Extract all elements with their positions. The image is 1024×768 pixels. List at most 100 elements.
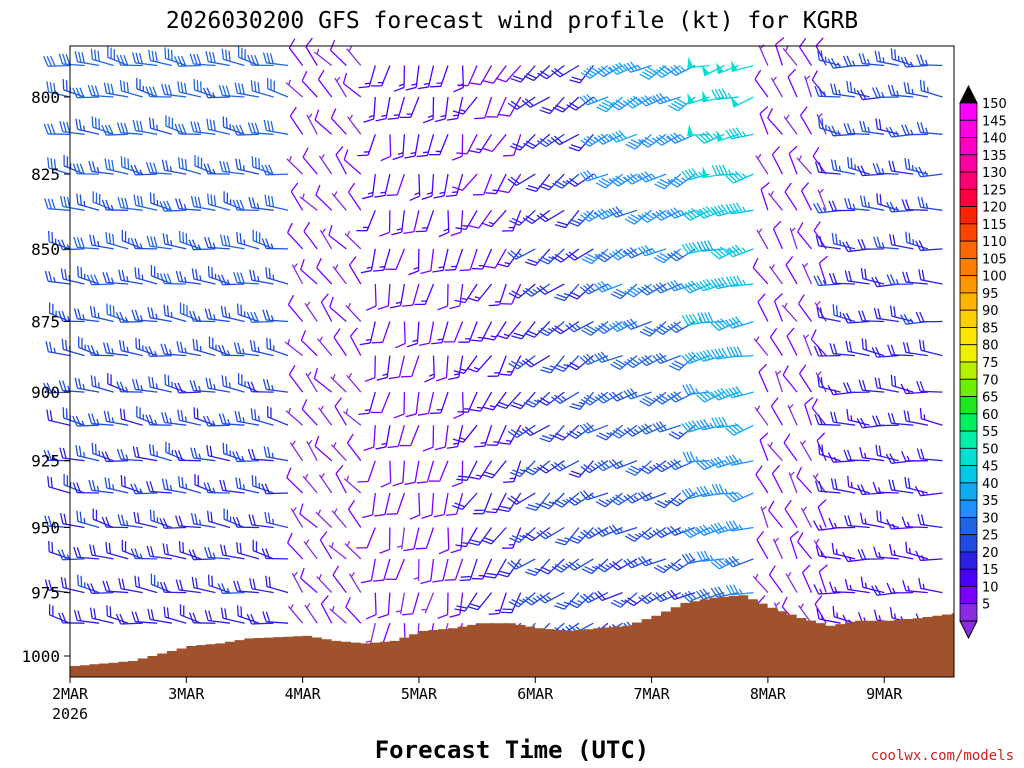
wind-barb xyxy=(287,603,304,624)
wind-barb xyxy=(148,49,172,67)
wind-barb xyxy=(232,516,260,529)
colorbar-segment xyxy=(959,223,978,242)
wind-barb xyxy=(149,509,173,529)
wind-barb xyxy=(203,163,230,175)
wind-barb xyxy=(901,124,928,136)
wind-barb xyxy=(416,460,435,484)
wind-barb xyxy=(290,182,304,211)
colorbar-segment xyxy=(959,119,978,138)
x-tick-label: 3MAR xyxy=(168,685,205,703)
wind-barb xyxy=(46,81,71,98)
wind-barb xyxy=(876,510,899,529)
wind-barb xyxy=(445,173,464,197)
wind-barb xyxy=(348,572,362,593)
wind-barb xyxy=(551,64,580,78)
wind-barb xyxy=(579,353,609,366)
wind-barb xyxy=(237,605,260,624)
wind-barb xyxy=(453,355,478,375)
wind-barb xyxy=(264,194,289,211)
colorbar-segment xyxy=(959,292,978,311)
wind-barb xyxy=(179,604,202,624)
wind-barb xyxy=(803,334,813,356)
wind-barb xyxy=(88,160,114,175)
wind-barb xyxy=(330,108,347,135)
wind-barb xyxy=(623,247,652,259)
colorbar-label: 95 xyxy=(982,287,999,302)
wind-barb xyxy=(608,62,638,76)
wind-barb xyxy=(455,527,478,548)
wind-barb xyxy=(446,425,464,449)
wind-barb xyxy=(237,46,260,67)
wind-barb xyxy=(915,240,943,252)
wind-barb xyxy=(566,424,594,439)
wind-barb xyxy=(162,543,187,560)
wind-barb xyxy=(816,608,841,624)
y-axis: 800 825 850 875 900 925 950 975 1000 xyxy=(21,88,70,666)
wind-barb xyxy=(918,339,943,357)
wind-barb xyxy=(262,309,289,323)
y-tick-label: 950 xyxy=(31,519,60,538)
wind-barb xyxy=(356,210,376,232)
wind-barb xyxy=(87,413,114,426)
y-tick-label: 925 xyxy=(31,452,60,471)
wind-barb xyxy=(375,96,391,122)
wind-barb xyxy=(313,368,333,393)
wind-barb xyxy=(484,558,507,579)
wind-barb xyxy=(332,264,347,285)
wind-barb xyxy=(485,492,507,514)
wind-barb xyxy=(175,579,201,594)
wind-barb xyxy=(343,475,362,494)
wind-barb xyxy=(106,605,129,624)
wind-barb xyxy=(596,424,623,441)
wind-barb xyxy=(178,230,202,250)
wind-barb xyxy=(594,590,623,602)
wind-barb xyxy=(414,283,435,306)
colorbar-label: 150 xyxy=(982,97,1007,112)
wind-barb xyxy=(434,96,449,123)
wind-barb xyxy=(488,283,507,307)
wind-barb xyxy=(916,448,943,462)
wind-barb xyxy=(218,413,245,426)
wind-barb xyxy=(804,396,814,426)
wind-barb xyxy=(130,238,158,250)
wind-barb xyxy=(452,424,478,443)
wind-barb xyxy=(131,378,158,393)
x-tick-label: 6MAR xyxy=(517,685,554,703)
wind-barb xyxy=(550,133,580,146)
wind-barb xyxy=(847,156,870,175)
wind-barb xyxy=(830,83,856,98)
wind-barb xyxy=(319,531,333,560)
wind-barb xyxy=(345,302,362,322)
wind-barb xyxy=(550,460,580,472)
wind-barb xyxy=(756,228,769,250)
wind-barb xyxy=(420,248,435,275)
wind-barb xyxy=(500,592,522,614)
wind-barb xyxy=(72,163,100,175)
wind-barb xyxy=(496,321,522,340)
wind-barb xyxy=(667,320,696,334)
wind-barb xyxy=(828,272,856,285)
y-tick-label: 875 xyxy=(31,312,60,331)
wind-barb xyxy=(121,539,143,560)
wind-barb xyxy=(202,415,230,427)
wind-barb xyxy=(507,558,536,570)
wind-barb xyxy=(101,451,129,463)
wind-barb xyxy=(304,603,318,624)
wind-barb xyxy=(393,65,406,92)
wind-barb xyxy=(681,487,710,500)
wind-barb xyxy=(710,456,740,469)
wind-barb xyxy=(730,96,754,108)
wind-barb xyxy=(818,255,828,285)
wind-barb xyxy=(452,173,478,192)
wind-barb xyxy=(433,492,449,518)
wind-barb xyxy=(569,65,594,84)
wind-barb xyxy=(872,415,899,427)
wind-barb xyxy=(624,526,653,542)
colorbar-segment xyxy=(959,102,978,121)
wind-barb xyxy=(145,86,172,98)
colorbar-label: 70 xyxy=(982,373,999,388)
wind-barb xyxy=(107,373,129,393)
wind-barb xyxy=(251,156,274,175)
wind-barb xyxy=(681,552,710,565)
